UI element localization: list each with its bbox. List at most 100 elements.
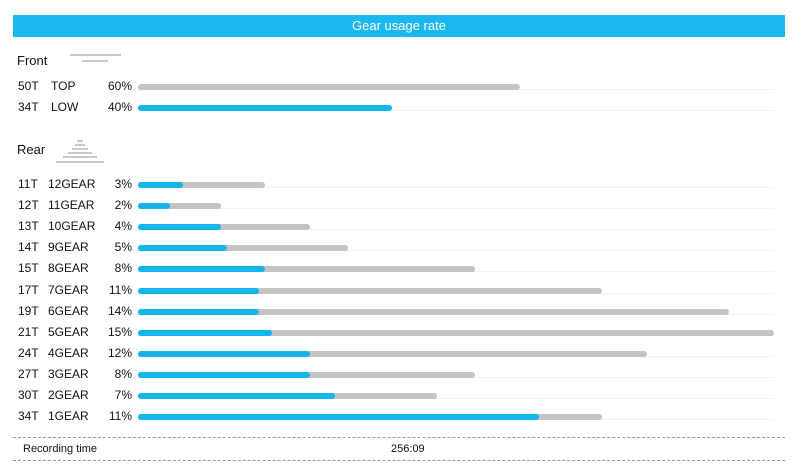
usage-bar-track [138, 105, 774, 111]
gear-label: 2GEAR [48, 388, 89, 402]
usage-bar-track [138, 245, 774, 252]
usage-bar [138, 203, 221, 210]
usage-bar-track [138, 393, 774, 399]
gear-label: 11GEAR [48, 198, 95, 213]
usage-bar [138, 329, 774, 336]
rear-gear-row: 21T 5GEAR 15% [0, 322, 800, 343]
gear-label: 5GEAR [48, 324, 89, 339]
usage-bar [138, 245, 348, 252]
highlight-bar [138, 203, 170, 210]
usage-bar-track [138, 84, 774, 90]
rear-gear-row: 15T 8GEAR 8% [0, 258, 800, 279]
rear-gear-row: 24T 4GEAR 12% [0, 343, 800, 364]
teeth-label: 11T [18, 177, 38, 191]
teeth-label: 17T [18, 282, 39, 297]
rear-gear-row: 14T 9GEAR 5% [0, 237, 800, 258]
gear-label: 9GEAR [48, 240, 89, 255]
usage-percent: 60% [107, 79, 132, 93]
rear-cassette-icon [54, 140, 106, 166]
usage-bar-track [138, 182, 774, 188]
usage-bar-track [138, 266, 774, 273]
rear-gear-row: 34T 1GEAR 11% [0, 406, 800, 427]
teeth-label: 34T [18, 409, 39, 424]
usage-percent: 12% [107, 345, 132, 360]
usage-bar-track [138, 203, 774, 210]
rear-gear-row: 12T 11GEAR 2% [0, 195, 800, 216]
usage-bar-track [138, 224, 774, 231]
gear-label: 6GEAR [48, 303, 89, 318]
usage-bar-track [138, 308, 774, 315]
usage-percent: 2% [114, 198, 132, 213]
highlight-bar [138, 393, 335, 399]
usage-percent: 11% [108, 409, 132, 424]
teeth-label: 30T [18, 388, 39, 402]
rear-gear-row: 30T 2GEAR 7% [0, 385, 800, 406]
usage-percent: 3% [114, 177, 132, 191]
usage-bar-track [138, 329, 774, 336]
usage-bar [138, 266, 475, 273]
usage-percent: 14% [107, 303, 132, 318]
teeth-label: 15T [18, 261, 39, 276]
highlight-bar [138, 350, 310, 357]
front-section-title: Front [17, 53, 48, 68]
usage-bar [138, 350, 647, 357]
rear-gear-row: 13T 10GEAR 4% [0, 216, 800, 237]
usage-percent: 4% [114, 219, 132, 234]
gear-label: 7GEAR [48, 282, 89, 297]
teeth-label: 14T [18, 240, 39, 255]
teeth-label: 13T [18, 219, 39, 234]
teeth-label: 50T [18, 79, 39, 93]
rear-gear-row: 17T 7GEAR 11% [0, 280, 800, 301]
highlight-bar [138, 308, 259, 315]
highlight-bar [138, 224, 221, 231]
highlight-bar [138, 287, 259, 294]
rear-gear-row: 11T 12GEAR 3% [0, 174, 800, 195]
front-gear-row: 34T LOW 40% [0, 97, 800, 118]
teeth-label: 24T [18, 345, 39, 360]
highlight-bar [138, 105, 392, 111]
teeth-label: 34T [18, 100, 39, 114]
gear-label: TOP [51, 79, 76, 93]
recording-time-value: 256:09 [391, 443, 425, 455]
usage-bar [138, 224, 310, 231]
usage-bar [138, 308, 729, 315]
front-chainrings-icon [70, 53, 122, 65]
usage-percent: 5% [114, 240, 132, 255]
usage-percent: 40% [107, 100, 132, 114]
usage-bar [138, 84, 520, 90]
teeth-label: 27T [18, 366, 39, 381]
highlight-bar [138, 329, 272, 336]
usage-percent: 8% [114, 366, 132, 381]
teeth-label: 12T [18, 198, 39, 213]
gear-label: 10GEAR [48, 219, 96, 234]
gear-label: 4GEAR [48, 345, 89, 360]
gear-label: 8GEAR [48, 261, 89, 276]
rear-gear-row: 27T 3GEAR 8% [0, 364, 800, 385]
usage-percent: 15% [107, 324, 132, 339]
teeth-label: 21T [18, 324, 39, 339]
gear-label: 3GEAR [48, 366, 89, 381]
recording-time-row: Recording time 256:09 [13, 437, 785, 461]
usage-percent: 7% [114, 388, 132, 402]
usage-bar-track [138, 371, 774, 378]
highlight-bar [138, 266, 265, 273]
gear-label: 1GEAR [48, 409, 89, 424]
rear-section-title: Rear [17, 142, 46, 157]
usage-bar [138, 287, 602, 294]
usage-bar-track [138, 350, 774, 357]
usage-bar [138, 182, 265, 188]
usage-bar-track [138, 414, 774, 421]
highlight-bar [138, 414, 539, 421]
rear-gear-row: 19T 6GEAR 14% [0, 301, 800, 322]
highlight-bar [138, 245, 227, 252]
teeth-label: 19T [18, 303, 39, 318]
highlight-bar [138, 182, 183, 188]
recording-time-label: Recording time [23, 443, 97, 455]
usage-percent: 11% [108, 282, 132, 297]
gear-label: LOW [51, 100, 79, 114]
front-gear-row: 50T TOP 60% [0, 76, 800, 97]
title-bar: Gear usage rate [13, 15, 785, 37]
usage-percent: 8% [114, 261, 132, 276]
gear-label: 12GEAR [48, 177, 96, 191]
usage-bar-track [138, 287, 774, 294]
